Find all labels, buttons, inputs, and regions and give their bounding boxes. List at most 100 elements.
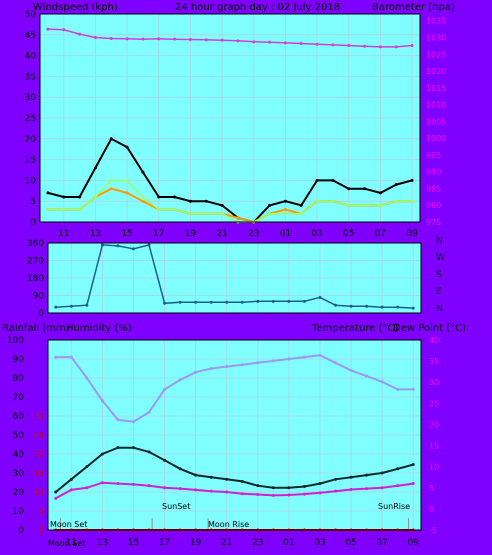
series-point (85, 486, 89, 490)
rainfall-axis-label: Rainfall (mm) (2, 323, 70, 334)
humidity-tick-label: 10 (13, 507, 25, 517)
temp-x-tick-label: 13 (97, 538, 108, 548)
series-point (302, 355, 306, 359)
series-point (394, 183, 398, 187)
series-point (178, 487, 182, 491)
series-point (225, 490, 229, 494)
series-point (204, 199, 208, 203)
series-point (411, 463, 415, 467)
graph-title: 24 hour graph day : 02 July 2018 (175, 2, 340, 13)
series-point (380, 486, 384, 490)
series-point (331, 199, 335, 203)
compass-label: N (436, 236, 443, 246)
series-point (268, 203, 272, 207)
series-point (347, 203, 351, 207)
series-point (147, 410, 151, 414)
series-point (299, 203, 303, 207)
series-point (204, 212, 208, 216)
sunset-label: SunSet (162, 502, 190, 511)
rainfall-tick-label: 30 (34, 412, 44, 421)
series-point (365, 487, 369, 491)
series-point (116, 482, 120, 486)
series-point (54, 355, 58, 359)
series-point (411, 482, 415, 486)
series-point (141, 170, 145, 174)
temperature-axis-ticks: -5 0 5 10 15 20 25 30 35 40 (429, 336, 439, 535)
temperature-tick-label: -5 (429, 526, 437, 535)
series-point (141, 195, 145, 199)
dewpoint-axis-label: Dew Point (°C) (393, 323, 466, 334)
series-point (240, 363, 244, 367)
series-point (334, 477, 338, 481)
series-point (125, 145, 129, 149)
humidity-tick-label: 70 (13, 393, 25, 403)
series-point (331, 178, 335, 182)
series-point (256, 361, 260, 365)
series-point (410, 199, 414, 203)
series-point (188, 212, 192, 216)
series-point (78, 32, 82, 36)
series-point (147, 484, 151, 488)
series-point (163, 458, 167, 462)
series-point (299, 212, 303, 216)
series-point (178, 378, 182, 382)
rainfall-tick-label: 15 (34, 469, 44, 478)
series-point (46, 27, 50, 31)
series-point (173, 208, 177, 212)
series-point (315, 199, 319, 203)
series-point (116, 418, 120, 422)
series-point (116, 446, 120, 450)
barometer-tick-label: 990 (426, 168, 441, 177)
series-point (209, 300, 213, 304)
wind-x-tick-label: 15 (121, 229, 132, 239)
series-point (69, 488, 73, 492)
series-point (209, 475, 213, 479)
barometer-tick-label: 1020 (426, 67, 446, 76)
series-point (125, 178, 129, 182)
humidity-tick-label: 20 (13, 488, 25, 498)
windspeed-tick-label: 0 (30, 218, 36, 228)
sunrise-label: SunRise (378, 502, 410, 511)
series-point (131, 247, 135, 251)
series-point (100, 243, 104, 247)
series-point (410, 44, 414, 48)
series-point (283, 199, 287, 203)
compass-label: S (436, 270, 442, 280)
barometer-tick-label: 985 (426, 184, 441, 193)
humidity-tick-label: 100 (7, 336, 24, 346)
series-point (256, 493, 260, 497)
series-point (363, 187, 367, 191)
wind-x-tick-label: 05 (343, 229, 354, 239)
series-point (141, 37, 145, 41)
series-point (163, 486, 167, 490)
series-point (331, 43, 335, 47)
series-point (46, 208, 50, 212)
series-point (334, 361, 338, 365)
windspeed-tick-label: 15 (25, 156, 36, 166)
series-point (256, 484, 260, 488)
temperature-tick-label: 25 (429, 399, 439, 408)
series-point (380, 305, 384, 309)
series-point (287, 486, 291, 490)
temperature-tick-label: 35 (429, 357, 439, 366)
series-point (209, 367, 213, 370)
temp-x-tick-label: 07 (376, 538, 387, 548)
wind-direction-degree-ticks: 0 90 180 270 360 (27, 239, 44, 319)
series-point (287, 357, 291, 361)
series-point (271, 359, 275, 363)
series-point (157, 195, 161, 199)
windspeed-axis-ticks: 0 5 10 15 20 25 30 35 40 45 50 (25, 10, 37, 228)
series-point (131, 446, 135, 450)
series-point (85, 303, 89, 307)
temp-x-tick-label: 09 (408, 538, 420, 548)
barometer-tick-label: 995 (426, 151, 441, 160)
series-point (157, 208, 161, 212)
series-line-barometer-hpa- (47, 28, 413, 48)
direction-tick-label: 270 (27, 257, 44, 267)
series-point (194, 488, 198, 492)
series-point (334, 303, 338, 307)
series-point (363, 44, 367, 48)
series-point (378, 45, 382, 49)
series-point (178, 300, 182, 304)
series-line-temperature-c- (55, 446, 414, 493)
